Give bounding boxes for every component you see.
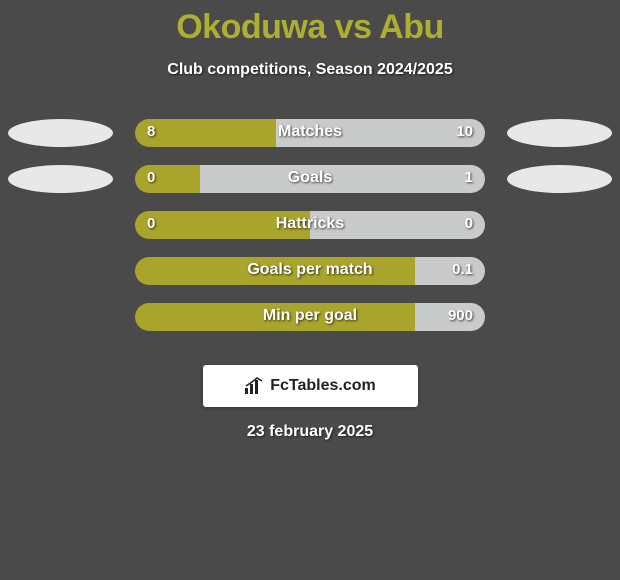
player-left-ellipse bbox=[8, 119, 113, 147]
logo-text: FcTables.com bbox=[270, 377, 376, 395]
player-right-ellipse bbox=[507, 165, 612, 193]
comparison-subtitle: Club competitions, Season 2024/2025 bbox=[0, 61, 620, 79]
stat-bar: Min per goal900 bbox=[135, 303, 485, 331]
stat-bar-right bbox=[276, 119, 485, 147]
stat-bar: Goals per match0.1 bbox=[135, 257, 485, 285]
stat-bar: Matches810 bbox=[135, 119, 485, 147]
stat-row: Goals01 bbox=[0, 163, 620, 209]
fctables-logo[interactable]: FcTables.com bbox=[203, 365, 418, 407]
player-left-ellipse bbox=[8, 165, 113, 193]
stat-bar: Hattricks00 bbox=[135, 211, 485, 239]
footer-date: 23 february 2025 bbox=[0, 423, 620, 441]
bar-chart-icon bbox=[244, 376, 264, 396]
stat-bar-left bbox=[135, 119, 276, 147]
stat-bar: Goals01 bbox=[135, 165, 485, 193]
stat-bar-right bbox=[415, 303, 485, 331]
stat-bar-left bbox=[135, 257, 415, 285]
stat-bar-left bbox=[135, 303, 415, 331]
stat-bar-right bbox=[415, 257, 485, 285]
stat-row: Matches810 bbox=[0, 117, 620, 163]
stat-bar-left bbox=[135, 211, 310, 239]
stat-bar-right bbox=[200, 165, 485, 193]
stat-row: Hattricks00 bbox=[0, 209, 620, 255]
stat-row: Goals per match0.1 bbox=[0, 255, 620, 301]
stat-bar-left bbox=[135, 165, 200, 193]
stats-block: Matches810 Goals01 Hattricks00 Goals per ma… bbox=[0, 117, 620, 347]
comparison-title: Okoduwa vs Abu bbox=[0, 0, 620, 47]
player-right-ellipse bbox=[507, 119, 612, 147]
stat-row: Min per goal900 bbox=[0, 301, 620, 347]
stat-bar-right bbox=[310, 211, 485, 239]
